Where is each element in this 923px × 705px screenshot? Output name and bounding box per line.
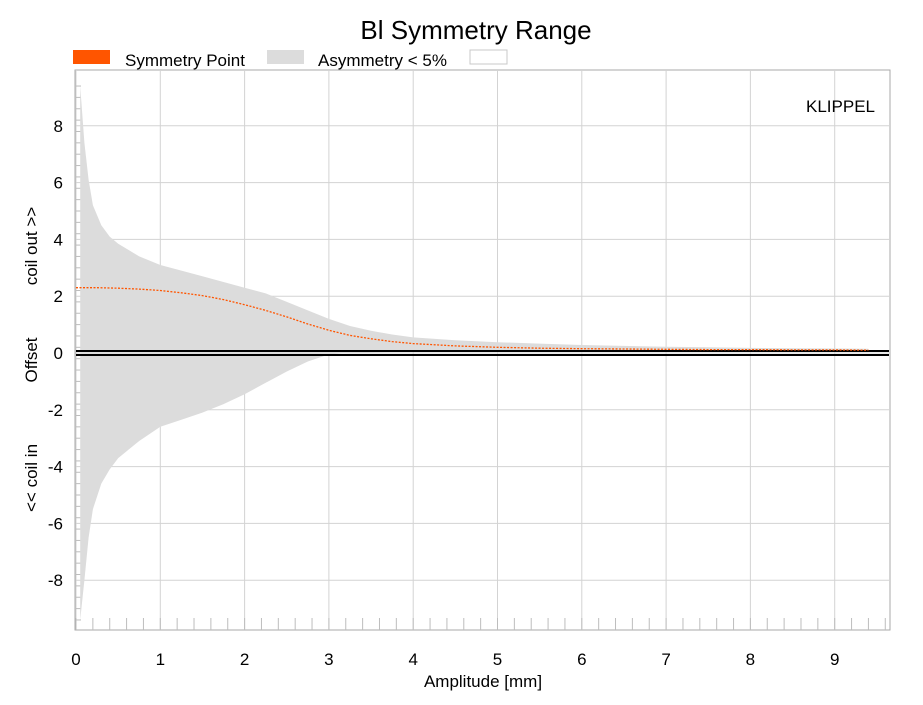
legend-swatch-1 [267, 50, 304, 64]
x-tick-label-0: 0 [71, 650, 80, 669]
asymmetry-band [80, 86, 869, 620]
y-tick-label-4: 4 [54, 230, 63, 249]
y-tick-label--6: -6 [48, 514, 63, 533]
klippel-watermark: KLIPPEL [806, 97, 875, 116]
y-tick-label--2: -2 [48, 401, 63, 420]
symmetry-point-line [76, 287, 869, 351]
y-tick-label-0: 0 [54, 344, 63, 363]
x-tick-label-4: 4 [408, 650, 417, 669]
y-tick-label-2: 2 [54, 287, 63, 306]
x-tick-label-8: 8 [746, 650, 755, 669]
y-axis-label-in: << coil in [22, 444, 41, 512]
x-axis-label: Amplitude [mm] [424, 672, 542, 691]
legend-label-1: Asymmetry < 5% [318, 51, 447, 70]
legend: Symmetry Point Asymmetry < 5% [73, 49, 508, 70]
legend-label-0: Symmetry Point [125, 51, 245, 70]
y-tick-labels: -8 -6 -4 -2 0 2 4 6 8 [48, 117, 63, 590]
y-tick-label-8: 8 [54, 117, 63, 136]
x-tick-labels: 0 1 2 3 4 5 6 7 8 9 [71, 650, 839, 669]
chart-title: Bl Symmetry Range [360, 15, 591, 45]
y-axis-label: << coil in Offset coil out >> [22, 207, 41, 512]
y-tick-label-6: 6 [54, 174, 63, 193]
x-tick-label-9: 9 [830, 650, 839, 669]
x-tick-label-6: 6 [577, 650, 586, 669]
y-axis-label-offset: Offset [22, 337, 41, 382]
x-tick-label-2: 2 [240, 650, 249, 669]
x-tick-label-3: 3 [324, 650, 333, 669]
x-tick-label-5: 5 [493, 650, 502, 669]
minor-ticks [75, 85, 886, 630]
y-tick-label--8: -8 [48, 571, 63, 590]
x-tick-label-7: 7 [661, 650, 670, 669]
y-axis-label-out: coil out >> [22, 207, 41, 286]
legend-swatch-0 [73, 50, 110, 64]
y-tick-label--4: -4 [48, 458, 63, 477]
legend-swatch-2 [469, 49, 508, 65]
x-tick-label-1: 1 [156, 650, 165, 669]
